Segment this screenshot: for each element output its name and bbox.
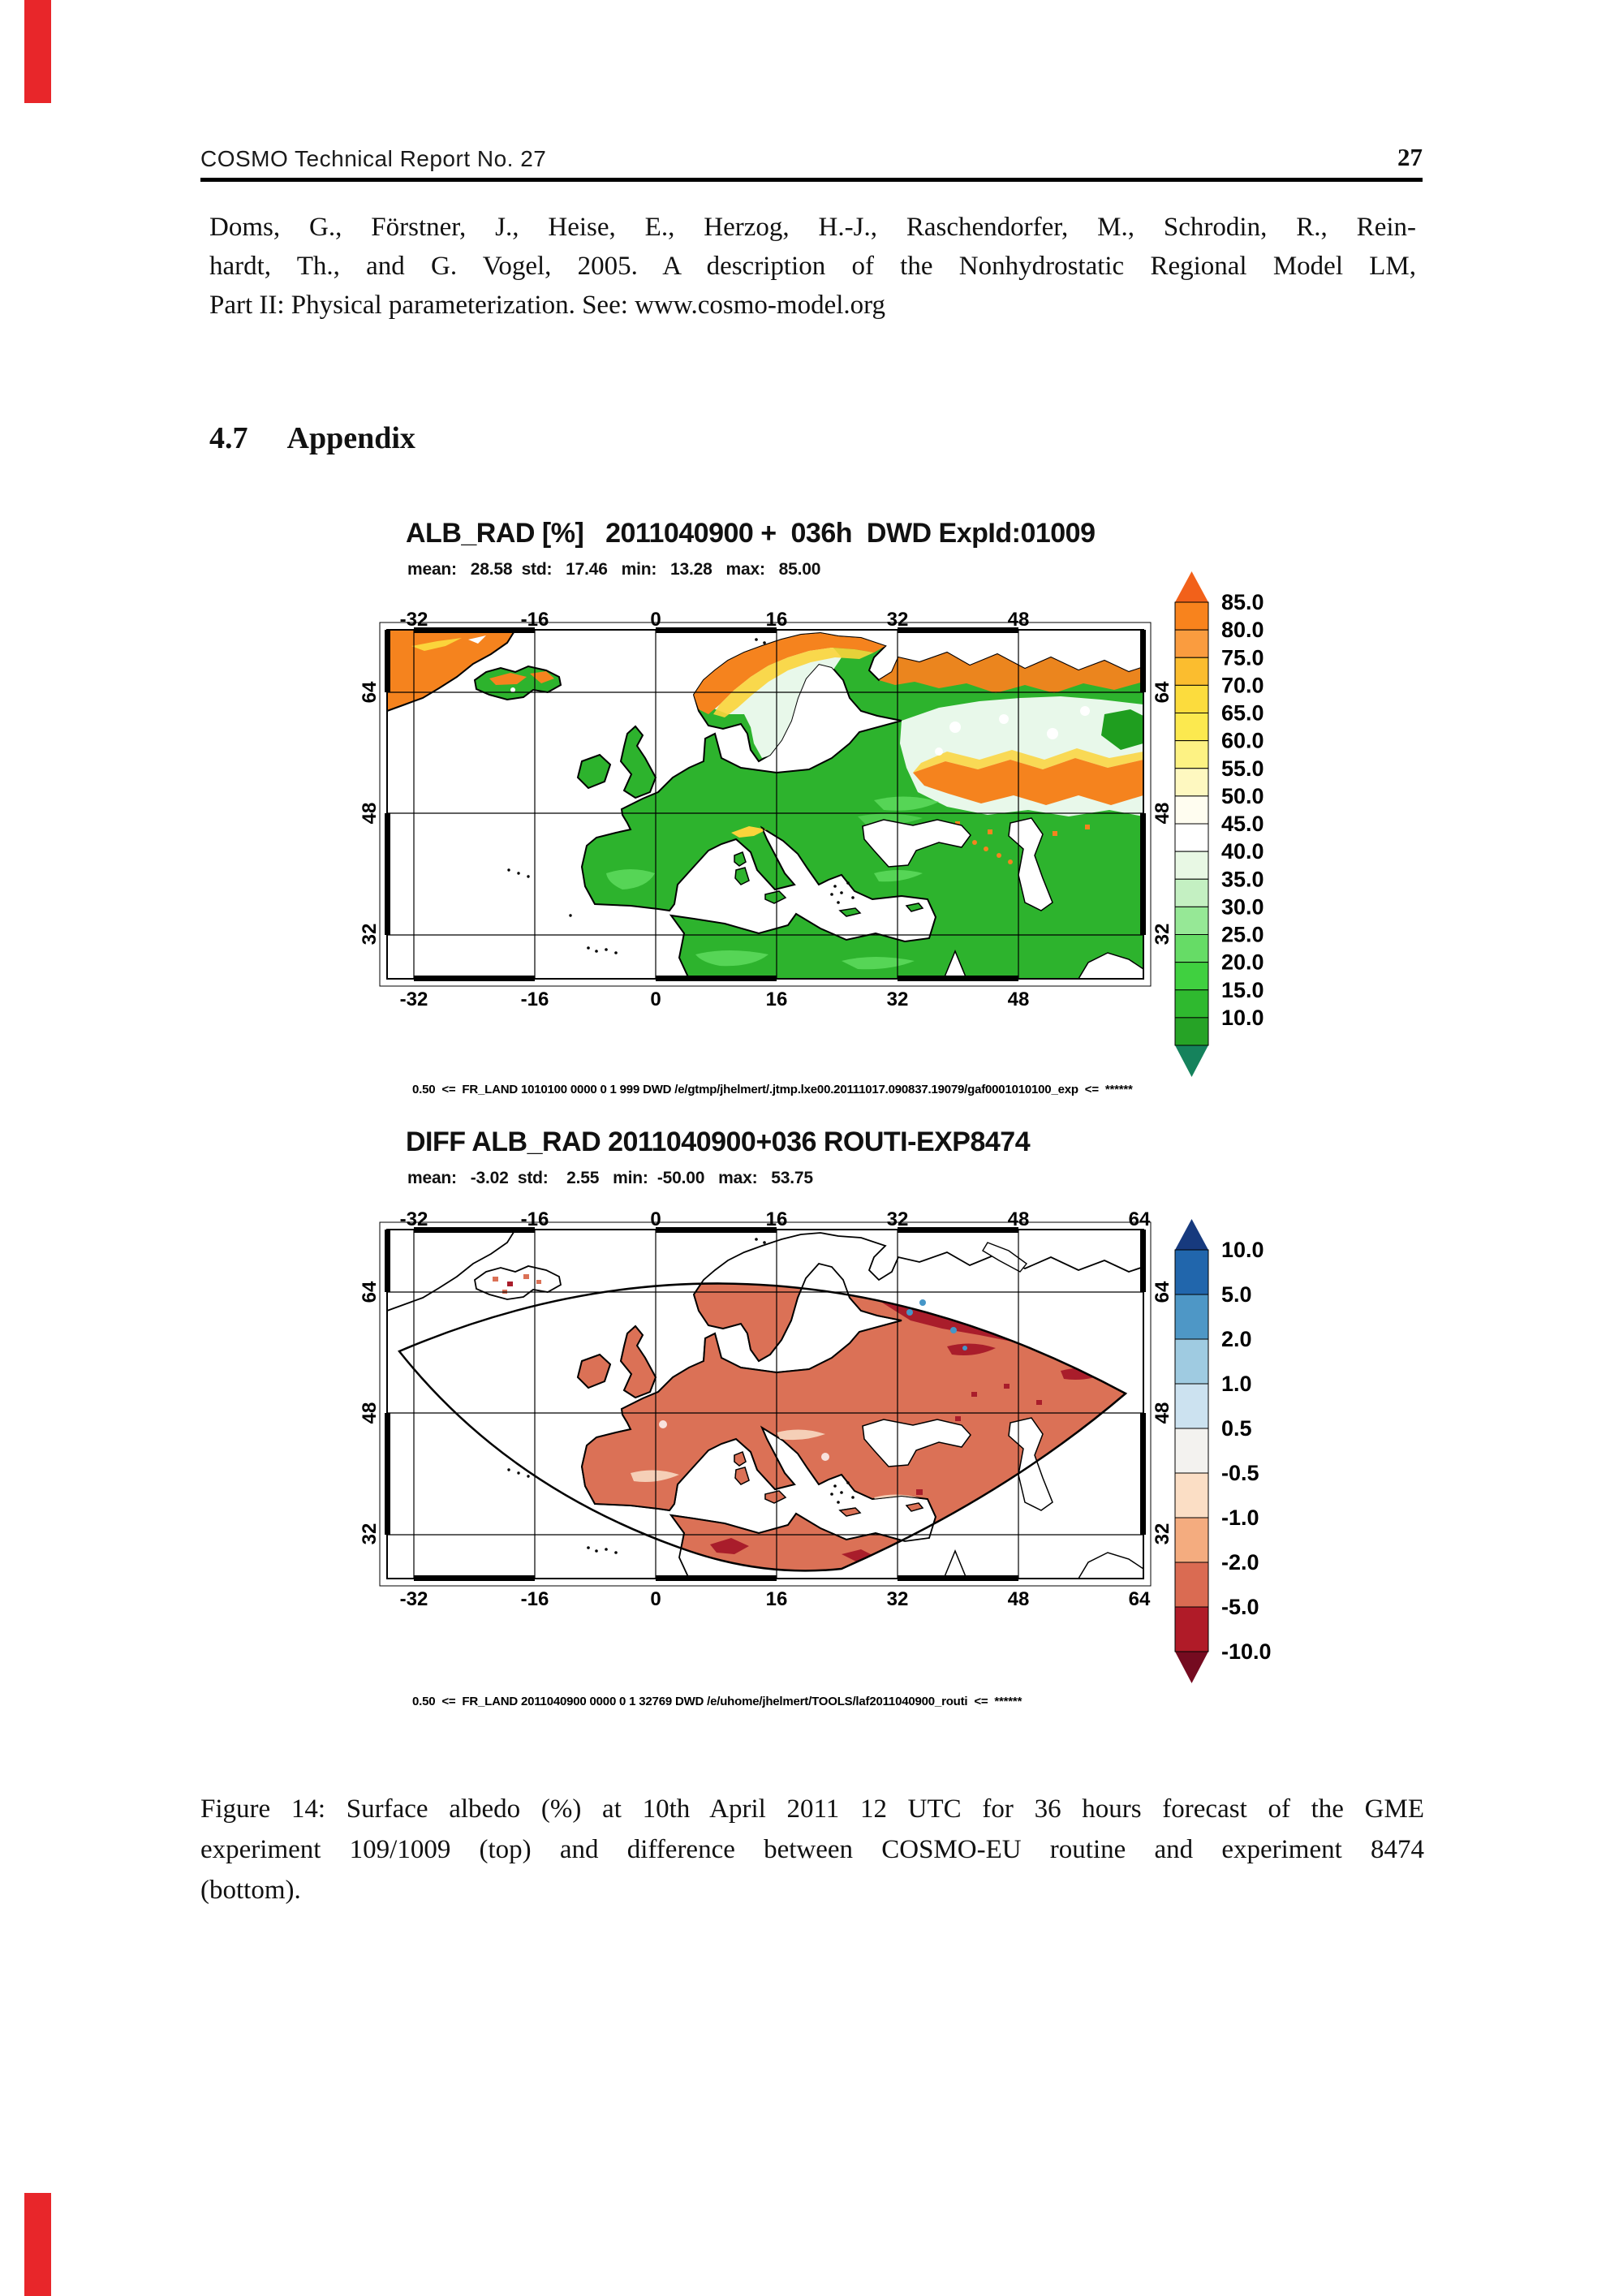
lon-tick-label: 32 bbox=[886, 1588, 909, 1610]
colorbar-tick-label: 70.0 bbox=[1221, 673, 1264, 697]
figure-bottom-title: DIFF ALB_RAD 2011040900+036 ROUTI-EXP847… bbox=[406, 1126, 1031, 1157]
figure-top-stats: mean: 28.58 std: 17.46 min: 13.28 max: 8… bbox=[407, 560, 821, 579]
red-edge-marker-bottom bbox=[24, 2193, 51, 2296]
caption-line: Figure 14: Surface albedo (%) at 10th Ap… bbox=[200, 1794, 1424, 1824]
colorbar-tick-label: 80.0 bbox=[1221, 618, 1264, 642]
page-number: 27 bbox=[1397, 143, 1423, 171]
lon-tick-label: -32 bbox=[399, 609, 428, 631]
section-number: 4.7 bbox=[209, 421, 248, 455]
albedo-map: -32 -32 -16 -16 0 0 16 16 32 32 48 48 64 64 48 48 32 32 bbox=[357, 609, 1177, 1043]
lon-tick-label: 0 bbox=[650, 989, 661, 1010]
lon-tick-label: 16 bbox=[765, 609, 788, 631]
lon-tick-label: 16 bbox=[765, 989, 788, 1010]
lat-tick-label: 48 bbox=[359, 802, 381, 825]
map-footnote-bottom: 0.50 <= FR_LAND 2011040900 0000 0 1 3276… bbox=[412, 1695, 1022, 1708]
colorbar-tick-label: 55.0 bbox=[1221, 756, 1264, 781]
colorbar-image: 10.0 5.0 2.0 1.0 0.5 -0.5 -1.0 -2.0 -5.0 -10.0 bbox=[1174, 1219, 1272, 1683]
section-title: Appendix bbox=[286, 421, 415, 455]
diff-map-image bbox=[379, 1221, 1152, 1587]
map-footnote-top: 0.50 <= FR_LAND 1010100 0000 0 1 999 DWD… bbox=[412, 1083, 1133, 1096]
header-rule bbox=[200, 178, 1423, 182]
lon-tick-label: 64 bbox=[1128, 1208, 1151, 1230]
colorbar-tick-label: 20.0 bbox=[1221, 950, 1264, 975]
lon-tick-label: 32 bbox=[886, 609, 909, 631]
lon-tick-label: 32 bbox=[886, 989, 909, 1010]
lon-tick-label: 48 bbox=[1007, 1588, 1030, 1610]
reference-entry: Doms, G., Förstner, J., Heise, E., Herzo… bbox=[209, 208, 1416, 325]
lat-tick-label: 32 bbox=[359, 1523, 381, 1545]
lon-tick-label: -16 bbox=[520, 989, 549, 1010]
colorbar-tick-label: 5.0 bbox=[1221, 1282, 1252, 1307]
lat-tick-label: 32 bbox=[359, 923, 381, 946]
figure-top-title: ALB_RAD [%] 2011040900 + 036h DWD ExpId:… bbox=[406, 518, 1096, 549]
colorbar-tick-label: 0.5 bbox=[1221, 1416, 1252, 1441]
lon-tick-label: 0 bbox=[650, 1208, 661, 1230]
colorbar-tick-label: 2.0 bbox=[1221, 1327, 1252, 1351]
colorbar-tick-label: 45.0 bbox=[1221, 812, 1264, 836]
lon-tick-label: 48 bbox=[1007, 1208, 1030, 1230]
lat-tick-label: 64 bbox=[359, 1281, 381, 1303]
lon-tick-label: 16 bbox=[765, 1208, 788, 1230]
red-edge-marker-top bbox=[24, 0, 51, 103]
lon-tick-label: 48 bbox=[1007, 989, 1030, 1010]
albedo-map-image bbox=[379, 622, 1152, 987]
colorbar-tick-label: 50.0 bbox=[1221, 784, 1264, 808]
diff-colorbar: 10.0 5.0 2.0 1.0 0.5 -0.5 -1.0 -2.0 -5.0 -10.0 bbox=[1173, 1219, 1319, 1683]
lat-tick-label: 48 bbox=[359, 1402, 381, 1424]
section-heading: 4.7 Appendix bbox=[209, 420, 415, 456]
figure-bottom-stats: mean: -3.02 std: 2.55 min: -50.00 max: 5… bbox=[407, 1169, 813, 1187]
lon-tick-label: -32 bbox=[399, 1208, 428, 1230]
colorbar-tick-label: -1.0 bbox=[1221, 1506, 1259, 1530]
colorbar-tick-label: -5.0 bbox=[1221, 1595, 1259, 1619]
colorbar-tick-label: 10.0 bbox=[1221, 1006, 1264, 1030]
grid-lines bbox=[387, 630, 1143, 979]
colorbar-tick-label: 75.0 bbox=[1221, 645, 1264, 670]
caption-line: experiment 109/1009 (top) and difference… bbox=[200, 1835, 1424, 1864]
lon-tick-label: 0 bbox=[650, 609, 661, 631]
colorbar-tick-label: 35.0 bbox=[1221, 867, 1264, 891]
lon-tick-label: -16 bbox=[520, 1208, 549, 1230]
lon-tick-label: -32 bbox=[399, 989, 428, 1010]
colorbar-tick-label: -10.0 bbox=[1221, 1639, 1272, 1664]
albedo-colorbar: 85.0 80.0 75.0 70.0 65.0 60.0 55.0 50.0 45.0 40.0… bbox=[1173, 571, 1319, 1077]
figure-caption: Figure 14: Surface albedo (%) at 10th Ap… bbox=[200, 1789, 1424, 1910]
lon-tick-label: 64 bbox=[1128, 1588, 1151, 1610]
colorbar-image: 85.0 80.0 75.0 70.0 65.0 60.0 55.0 50.0 45.0 40.0… bbox=[1174, 571, 1264, 1077]
reference-line: Doms, G., Förstner, J., Heise, E., Herzo… bbox=[209, 213, 1416, 242]
lon-tick-label: 16 bbox=[765, 1588, 788, 1610]
colorbar-tick-label: 65.0 bbox=[1221, 701, 1264, 726]
lon-tick-label: 48 bbox=[1007, 609, 1030, 631]
colorbar-tick-label: -2.0 bbox=[1221, 1550, 1259, 1574]
diff-map: -32 -32 -16 -16 0 0 16 16 32 32 48 48 64 64 64 64 48 48 32… bbox=[357, 1208, 1177, 1643]
grid-lines bbox=[387, 1230, 1143, 1579]
colorbar-tick-label: 85.0 bbox=[1221, 590, 1264, 614]
lon-tick-label: -16 bbox=[520, 609, 549, 631]
lon-tick-label: -32 bbox=[399, 1588, 428, 1610]
header-title: COSMO Technical Report No. 27 bbox=[200, 146, 547, 171]
lon-tick-label: 0 bbox=[650, 1588, 661, 1610]
colorbar-tick-label: 60.0 bbox=[1221, 729, 1264, 753]
reference-line: Part II: Physical parameterization. See:… bbox=[209, 291, 886, 320]
caption-line: (bottom). bbox=[200, 1876, 301, 1905]
lon-tick-label: 32 bbox=[886, 1208, 909, 1230]
lat-tick-label: 64 bbox=[359, 681, 381, 704]
colorbar-tick-label: 1.0 bbox=[1221, 1372, 1252, 1396]
colorbar-tick-label: 15.0 bbox=[1221, 978, 1264, 1002]
colorbar-tick-label: 40.0 bbox=[1221, 839, 1264, 864]
lon-tick-label: -16 bbox=[520, 1588, 549, 1610]
colorbar-tick-label: -0.5 bbox=[1221, 1461, 1259, 1485]
reference-line: hardt, Th., and G. Vogel, 2005. A descri… bbox=[209, 252, 1416, 281]
colorbar-tick-label: 25.0 bbox=[1221, 923, 1264, 947]
colorbar-tick-label: 30.0 bbox=[1221, 894, 1264, 919]
colorbar-tick-label: 10.0 bbox=[1221, 1238, 1264, 1262]
